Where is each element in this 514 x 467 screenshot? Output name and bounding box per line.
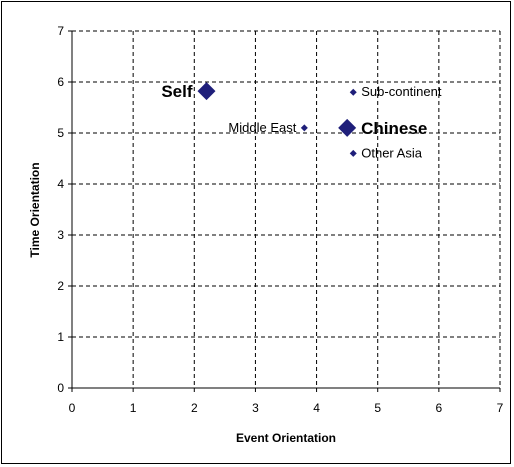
point-label: Middle East (228, 120, 296, 135)
point-label: Sub-continent (361, 84, 442, 99)
point-label: Chinese (361, 119, 427, 138)
y-axis-label: Time Orientation (28, 162, 42, 257)
x-tick-label: 3 (252, 401, 259, 415)
y-tick-label: 6 (57, 75, 64, 89)
point-label: Self (161, 82, 193, 101)
y-tick-label: 4 (57, 177, 64, 191)
x-tick-label: 5 (374, 401, 381, 415)
x-tick-label: 6 (436, 401, 443, 415)
x-tick-label: 7 (497, 401, 504, 415)
grid-lines (72, 30, 501, 388)
data-point (338, 118, 357, 137)
y-tick-label: 1 (57, 330, 64, 344)
point-label: Other Asia (361, 145, 422, 160)
y-tick-label: 3 (57, 228, 64, 242)
y-tick-label: 5 (57, 126, 64, 140)
data-points (197, 82, 357, 157)
data-point (349, 149, 357, 157)
data-point (300, 124, 308, 132)
x-axis-label: Event Orientation (236, 431, 336, 445)
point-labels: Self Sub-continent Middle East Chinese Other… (161, 82, 442, 160)
tick-labels: 0 1 2 3 4 5 6 7 0 1 2 3 4 5 6 7 (57, 24, 503, 415)
y-tick-label: 7 (57, 24, 64, 38)
x-tick-label: 4 (313, 401, 320, 415)
data-point (349, 88, 357, 96)
data-point (197, 82, 216, 101)
y-tick-label: 2 (57, 279, 64, 293)
y-tick-label: 0 (57, 381, 64, 395)
axes (71, 31, 500, 389)
x-tick-label: 2 (191, 401, 198, 415)
x-tick-label: 1 (130, 401, 137, 415)
x-tick-label: 0 (69, 401, 76, 415)
